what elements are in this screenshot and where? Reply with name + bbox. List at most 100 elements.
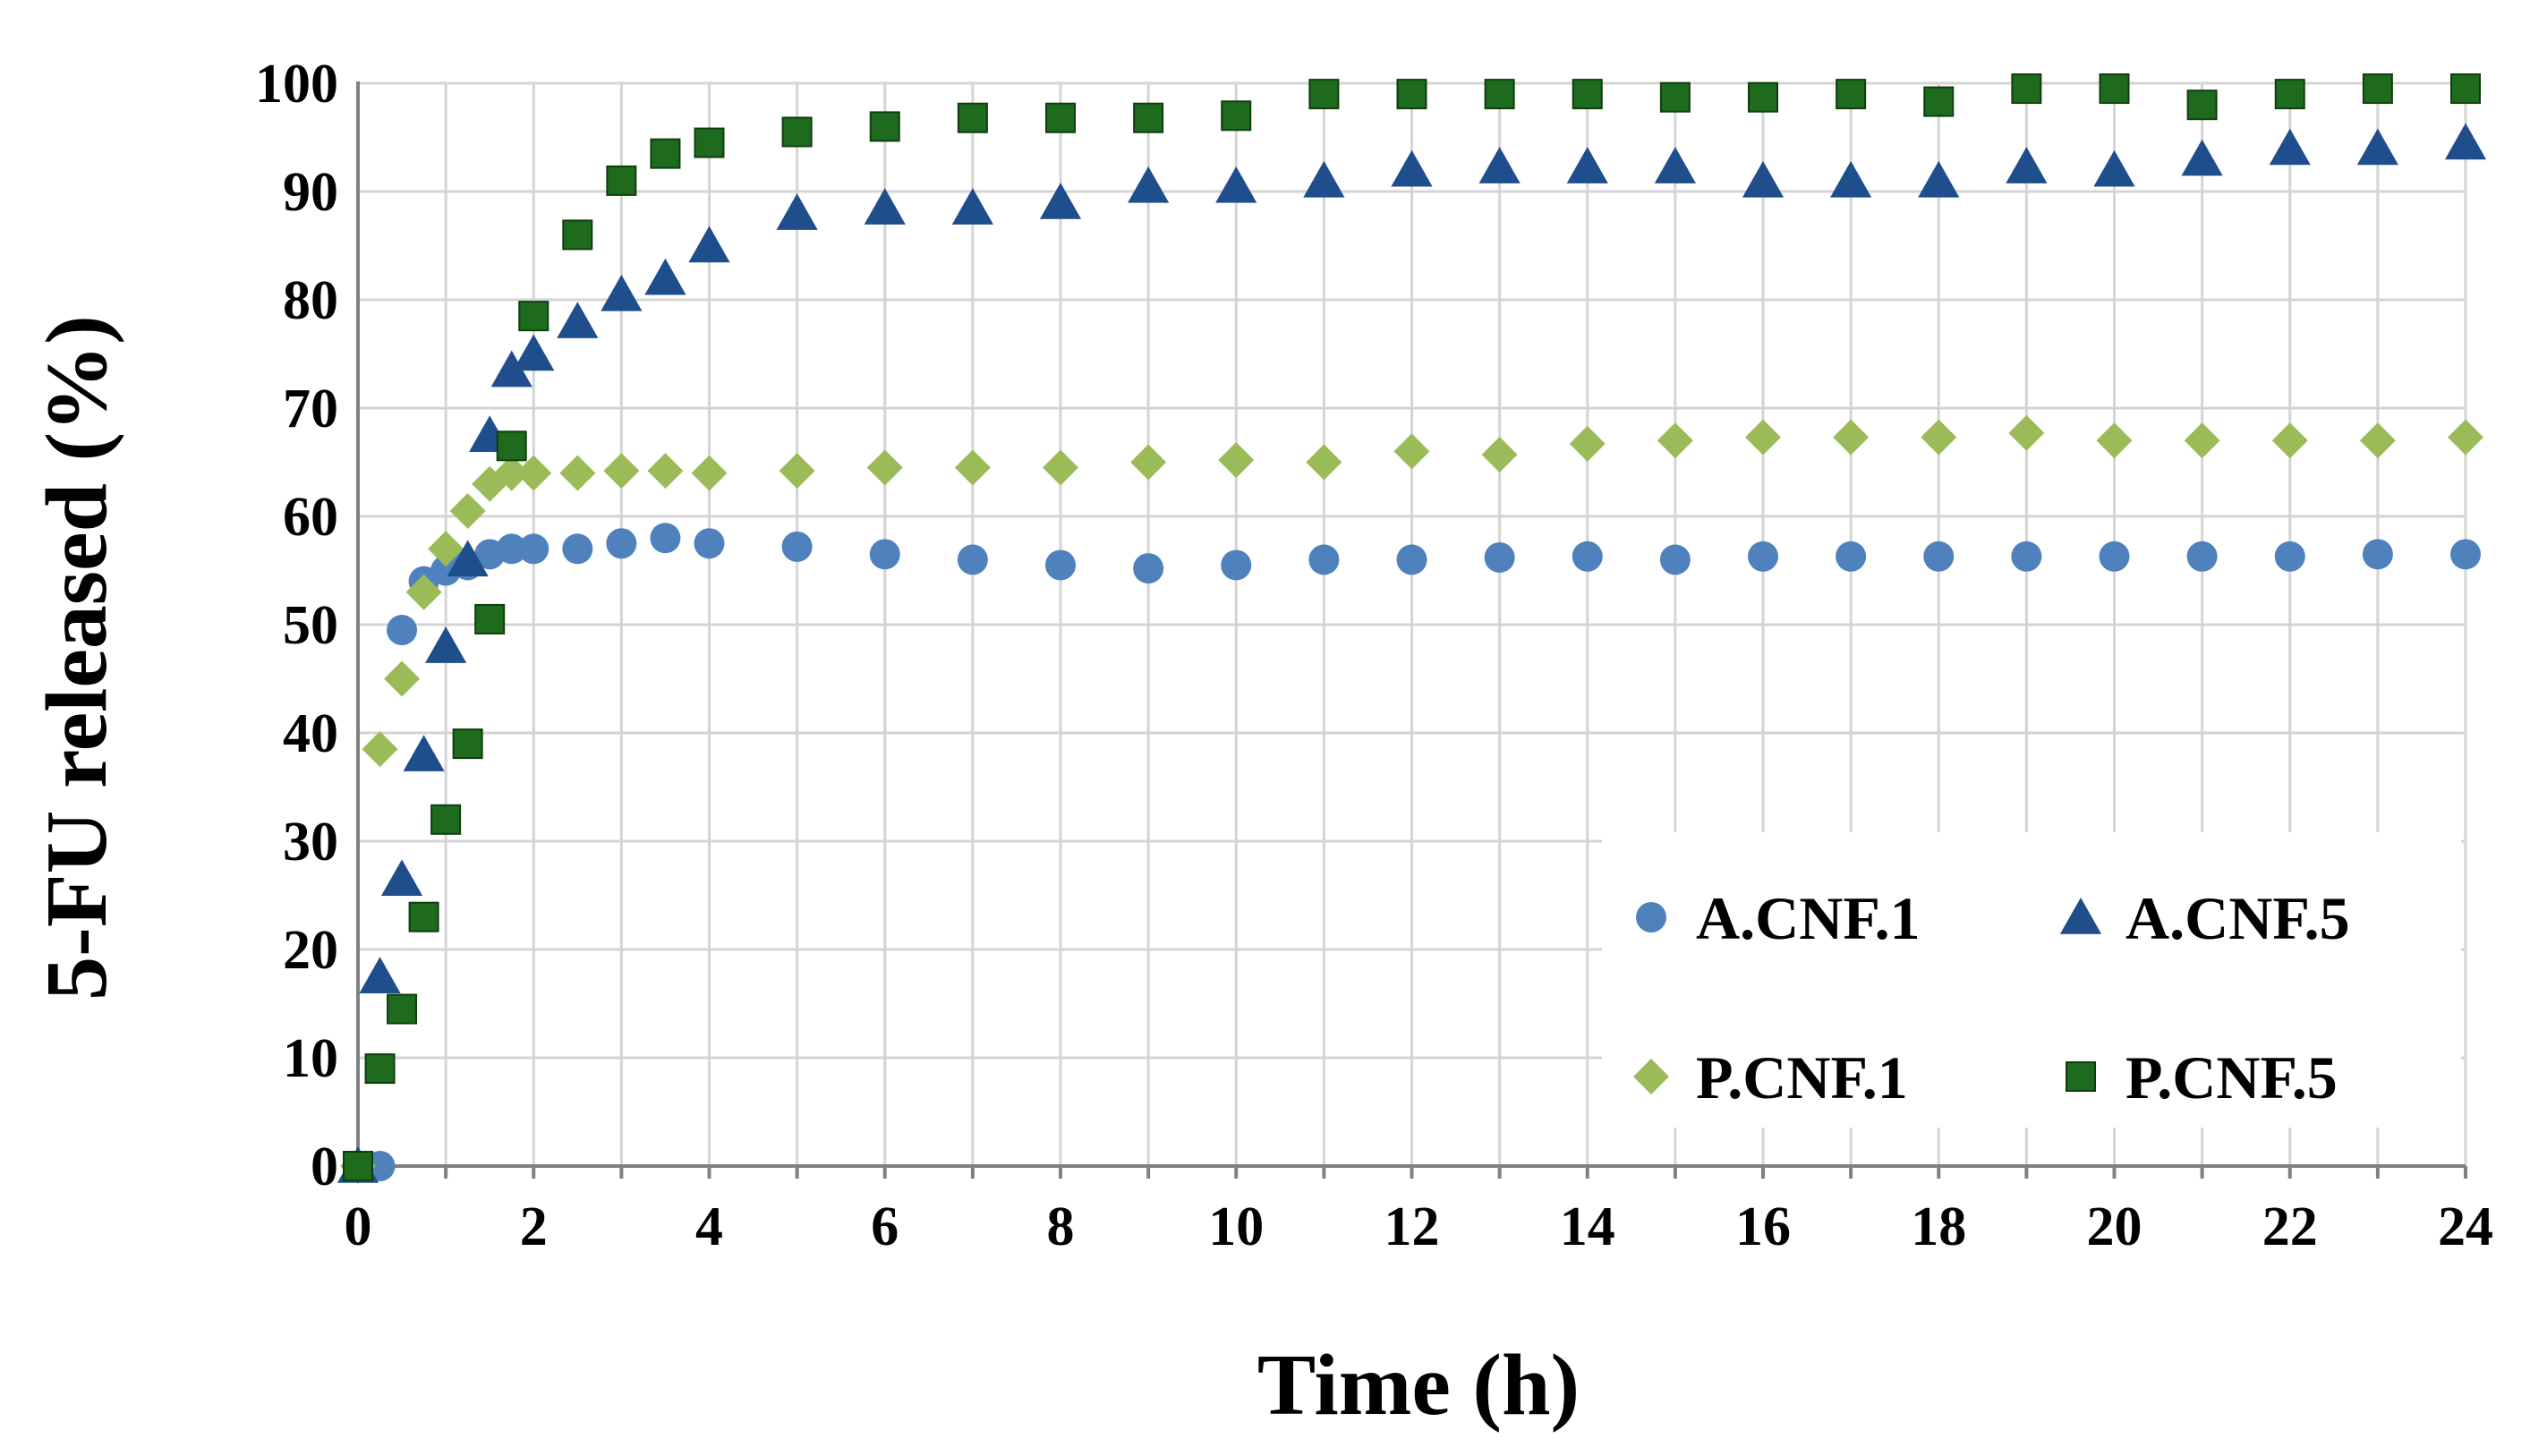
x-tick-label: 18 xyxy=(1911,1196,1966,1257)
data-point xyxy=(1215,166,1257,203)
data-point xyxy=(408,901,439,932)
y-tick-label: 60 xyxy=(283,487,338,548)
data-point xyxy=(1742,160,1785,198)
y-tick-label: 100 xyxy=(255,54,338,115)
data-point xyxy=(2359,422,2396,459)
data-point xyxy=(1923,541,1955,572)
data-point xyxy=(2096,422,2133,459)
data-point xyxy=(387,615,418,646)
data-point xyxy=(2450,73,2481,105)
data-point xyxy=(452,728,483,760)
data-point xyxy=(1745,419,1781,456)
x-tick-label: 20 xyxy=(2087,1196,2142,1257)
data-point xyxy=(557,302,599,338)
y-tick-label: 20 xyxy=(283,920,338,981)
data-point xyxy=(2448,419,2483,456)
data-point xyxy=(2274,79,2305,110)
y-tick-label: 30 xyxy=(283,812,338,873)
data-point xyxy=(2006,147,2048,183)
data-point xyxy=(430,804,462,835)
data-point xyxy=(496,533,527,565)
data-point xyxy=(513,334,555,371)
data-point xyxy=(1748,81,1778,113)
data-point xyxy=(2186,89,2218,121)
data-point xyxy=(951,188,993,225)
data-point xyxy=(1836,541,1867,572)
data-point xyxy=(2093,149,2135,187)
data-point xyxy=(449,492,486,529)
legend-marker xyxy=(2059,898,2102,934)
data-point xyxy=(606,165,637,196)
data-point xyxy=(866,449,903,486)
data-point xyxy=(601,274,643,311)
data-point xyxy=(1654,147,1696,183)
data-point xyxy=(1306,444,1342,481)
data-point xyxy=(1396,79,1427,110)
legend-label: P.CNF.1 xyxy=(1696,1043,1908,1111)
x-axis-title: Time (h) xyxy=(1257,1337,1580,1434)
data-point xyxy=(957,544,988,575)
data-point xyxy=(1484,79,1515,110)
x-tick-label: 10 xyxy=(1208,1196,1264,1257)
data-point xyxy=(779,453,815,490)
data-point xyxy=(1045,549,1076,581)
legend-item: P.CNF.5 xyxy=(2066,1043,2338,1111)
data-point xyxy=(1303,160,1345,198)
data-point xyxy=(1923,86,1955,117)
data-point xyxy=(1830,160,1872,198)
data-point xyxy=(1133,553,1164,584)
legend-label: A.CNF.1 xyxy=(1696,884,1921,952)
data-point xyxy=(447,540,489,577)
y-tick-label: 80 xyxy=(283,270,338,331)
data-point xyxy=(387,993,418,1025)
legend: A.CNF.1 A.CNF.5 P.CNF.1 P.CNF.5 xyxy=(1602,832,2461,1128)
data-point xyxy=(1221,100,1252,132)
data-point xyxy=(2356,128,2398,166)
series-p-cnf-1 xyxy=(340,414,2483,1184)
data-point xyxy=(1133,102,1164,133)
series-a-cnf-5 xyxy=(336,123,2487,1183)
y-tick-label: 40 xyxy=(283,703,338,764)
data-point xyxy=(691,455,728,491)
data-point xyxy=(1481,437,1518,473)
legend-label: A.CNF.5 xyxy=(2125,884,2350,952)
data-point xyxy=(603,453,640,490)
data-point xyxy=(688,226,730,263)
data-point xyxy=(2362,73,2393,105)
data-point xyxy=(781,531,813,562)
data-point xyxy=(1572,79,1603,110)
legend-item: A.CNF.1 xyxy=(1636,884,1921,952)
data-point xyxy=(644,258,686,295)
data-point xyxy=(1308,79,1340,110)
data-point xyxy=(1396,544,1427,575)
data-point xyxy=(1748,541,1778,572)
series-p-cnf-5 xyxy=(343,73,2481,1181)
data-point xyxy=(1921,419,1957,456)
data-point xyxy=(1478,147,1521,183)
data-point xyxy=(2099,541,2130,572)
data-point xyxy=(1045,102,1076,133)
data-point xyxy=(2008,414,2045,451)
data-point xyxy=(2181,139,2223,176)
data-point xyxy=(2184,422,2220,459)
legend-box xyxy=(1602,832,2461,1128)
data-point xyxy=(425,626,467,663)
data-point xyxy=(650,138,681,169)
data-point xyxy=(405,574,442,610)
y-tick-label: 90 xyxy=(283,162,338,223)
x-tick-label: 0 xyxy=(345,1196,372,1257)
data-point xyxy=(1918,160,1960,198)
data-point xyxy=(490,350,532,387)
data-point xyxy=(2362,539,2393,570)
data-point xyxy=(1128,166,1170,203)
data-point xyxy=(403,735,445,771)
data-point xyxy=(2271,422,2308,459)
data-points xyxy=(336,73,2487,1184)
data-point xyxy=(1218,442,1255,479)
data-point xyxy=(954,449,991,486)
data-point xyxy=(562,533,593,565)
data-point xyxy=(559,455,596,491)
x-tick-label: 22 xyxy=(2262,1196,2318,1257)
data-point xyxy=(864,188,906,225)
